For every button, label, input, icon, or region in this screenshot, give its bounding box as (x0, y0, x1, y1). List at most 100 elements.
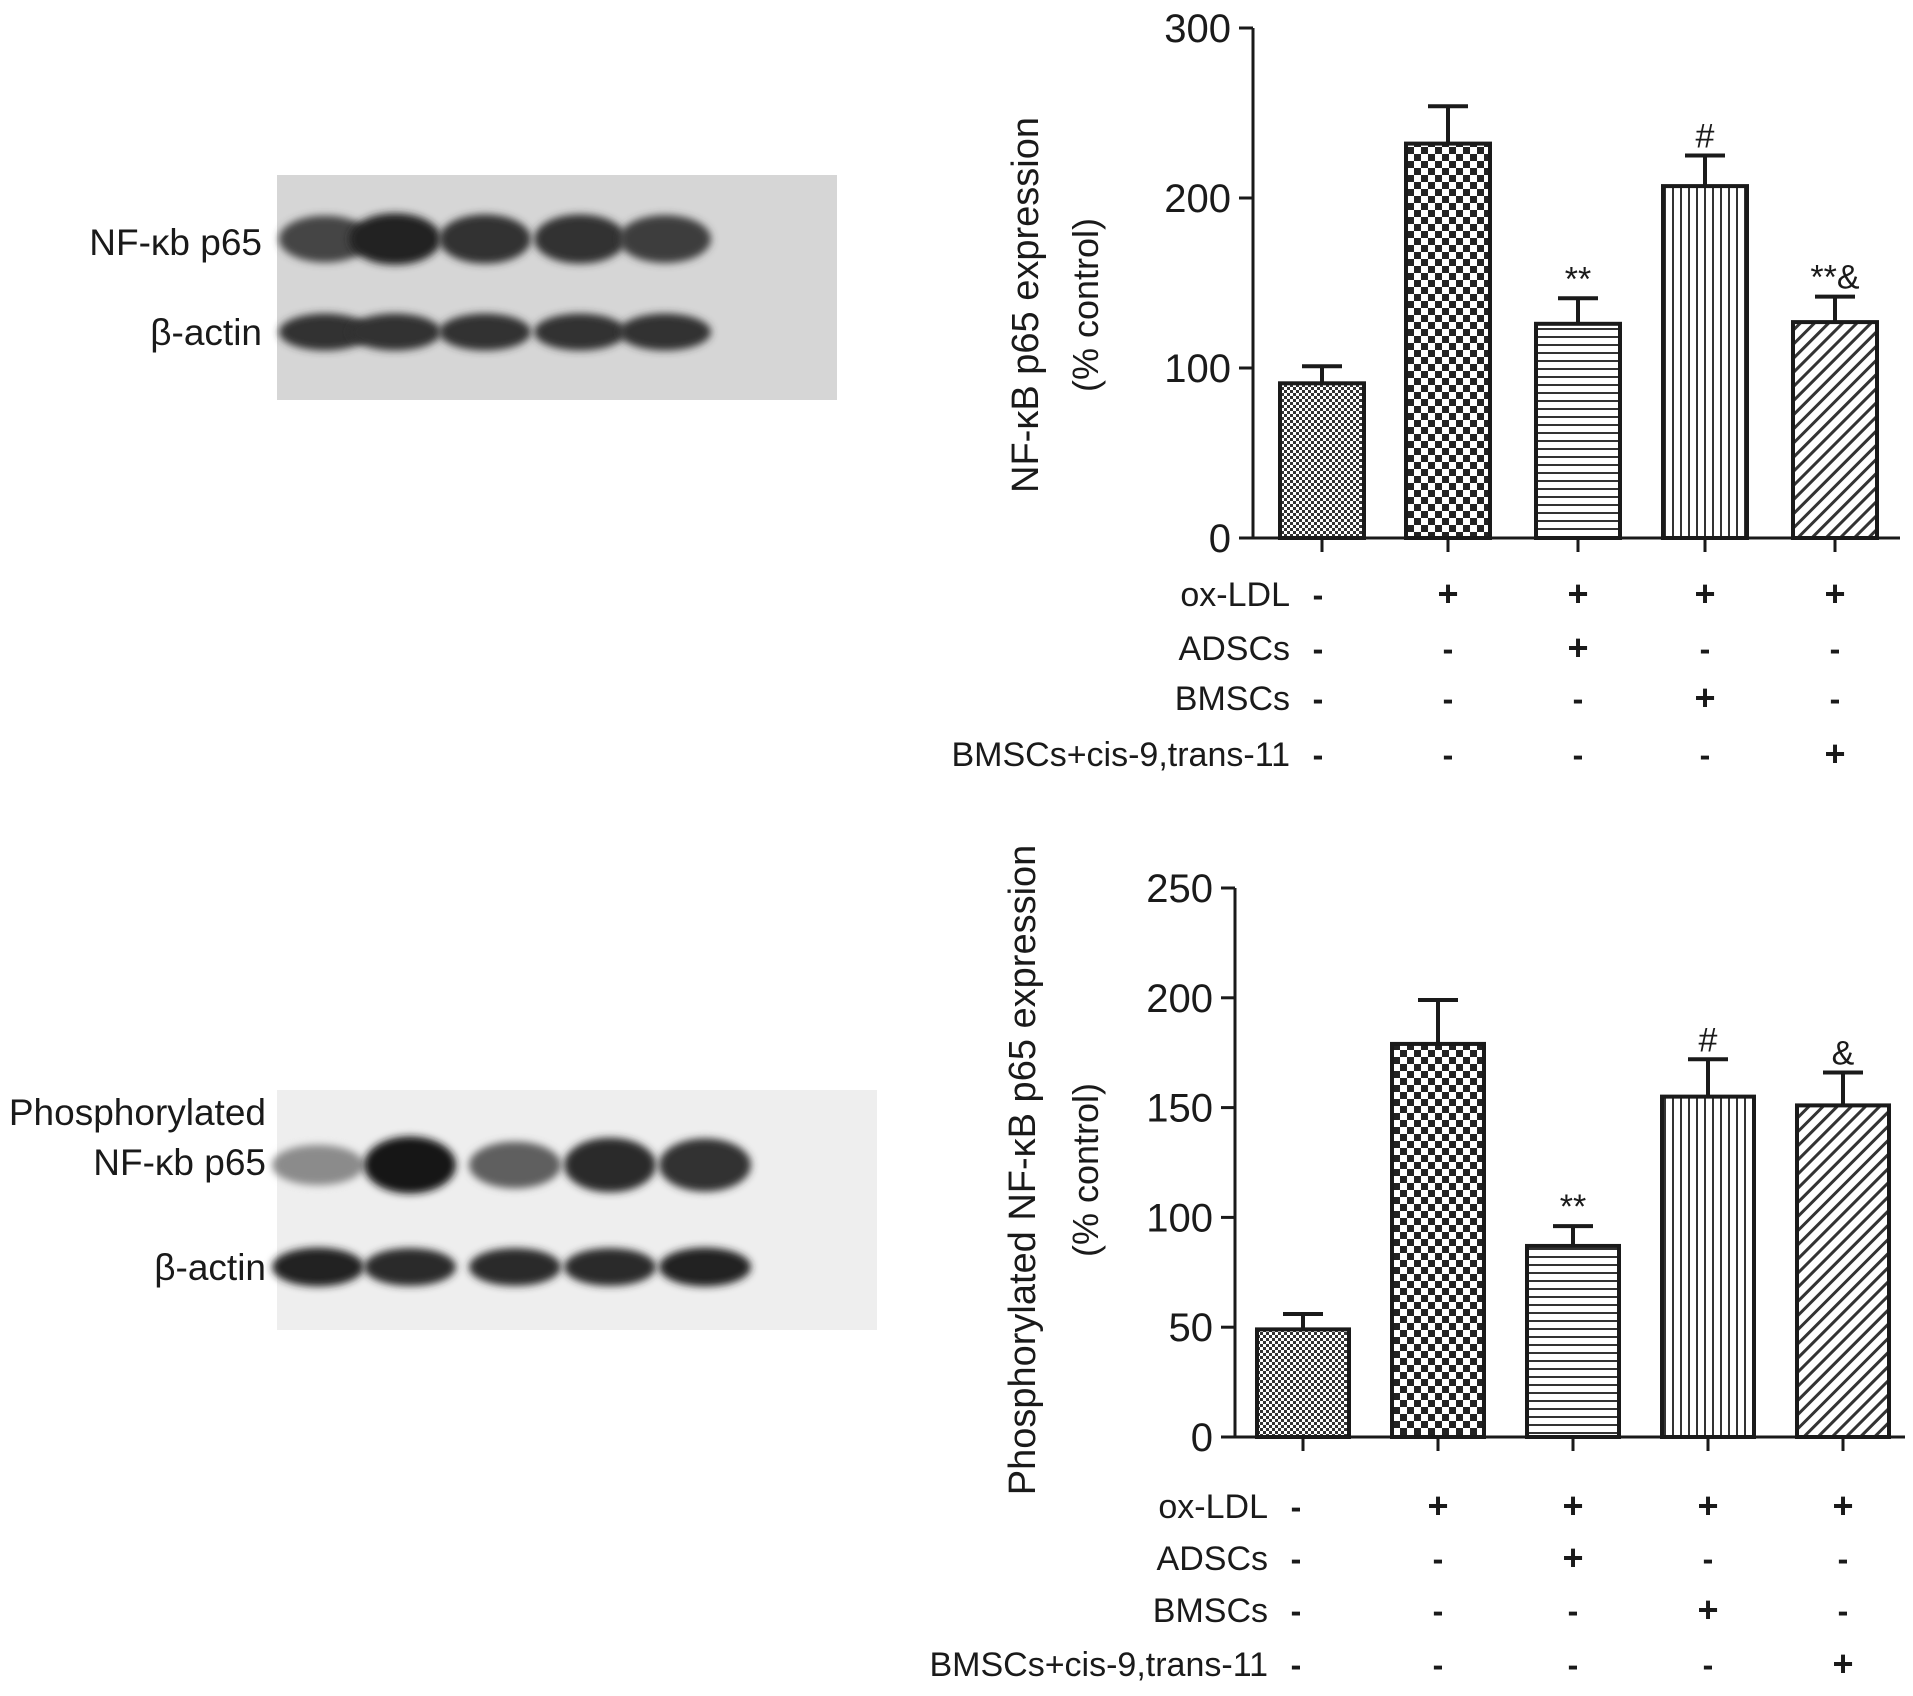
condition-sign: - (1291, 1647, 1302, 1683)
y-axis-sublabel: (% control) (1065, 1083, 1106, 1257)
condition-sign: - (1291, 1541, 1302, 1577)
condition-sign: - (1313, 631, 1324, 667)
y-tick-label: 0 (1191, 1416, 1213, 1460)
y-axis-label: Phosphorylated NF-κB p65 expression (1002, 845, 1044, 1496)
blot-band (619, 313, 711, 351)
condition-sign: - (1313, 737, 1324, 773)
condition-sign: - (1433, 1541, 1444, 1577)
condition-sign: - (1443, 631, 1454, 667)
significance-label: ** (1560, 1188, 1586, 1226)
blot-row-label: β-actin (150, 312, 262, 353)
bar (1661, 184, 1749, 540)
bar (1390, 1041, 1486, 1440)
blot-band (272, 1144, 364, 1186)
condition-sign: - (1443, 737, 1454, 773)
condition-sign: + (1562, 1537, 1583, 1578)
condition-label: ox-LDL (1158, 1488, 1268, 1526)
condition-sign: - (1573, 681, 1584, 717)
blot-band (439, 214, 531, 264)
condition-label: BMSCs (1153, 1592, 1268, 1630)
condition-sign: - (1291, 1593, 1302, 1629)
bar (1278, 381, 1366, 540)
blot-row-label: β-actin (154, 1247, 266, 1288)
y-axis-label: NF-κB p65 expression (1005, 117, 1047, 493)
condition-sign: - (1313, 577, 1324, 613)
condition-sign: - (1703, 1541, 1714, 1577)
y-tick-label: 200 (1146, 977, 1213, 1021)
blot-band (564, 1137, 656, 1193)
western-blot-2: Phosphorylated NF-κb p65 β-actin (9, 1090, 877, 1330)
condition-sign: + (1697, 1589, 1718, 1630)
blot-band (349, 213, 441, 265)
blot-row-label: NF-κb p65 (89, 222, 262, 263)
condition-sign: + (1437, 573, 1458, 614)
y-tick-label: 200 (1164, 177, 1231, 221)
condition-sign: + (1567, 627, 1588, 668)
y-tick-label: 50 (1169, 1306, 1214, 1350)
y-tick-label: 100 (1164, 347, 1231, 391)
significance-label: ** (1565, 260, 1591, 298)
significance-label: # (1696, 118, 1715, 156)
y-tick-label: 100 (1146, 1196, 1213, 1240)
condition-sign: - (1830, 681, 1841, 717)
significance-label: # (1699, 1021, 1718, 1059)
blot-row-label: NF-κb p65 (93, 1142, 266, 1183)
blot-band (364, 1136, 456, 1194)
bar (1660, 1094, 1756, 1439)
y-tick-label: 250 (1146, 867, 1213, 911)
condition-sign: + (1427, 1485, 1448, 1526)
blot-band (564, 1248, 656, 1286)
blot-band (659, 1138, 751, 1192)
bar (1795, 1103, 1891, 1440)
condition-sign: - (1568, 1593, 1579, 1629)
condition-sign: + (1694, 573, 1715, 614)
condition-label: ADSCs (1157, 1540, 1268, 1578)
condition-sign: + (1832, 1643, 1853, 1684)
blot-band (272, 1247, 364, 1287)
y-axis-sublabel: (% control) (1065, 218, 1106, 392)
bar (1534, 321, 1622, 540)
condition-sign: - (1700, 631, 1711, 667)
y-tick-label: 150 (1146, 1087, 1213, 1131)
condition-label: BMSCs+cis-9,trans-11 (929, 1646, 1268, 1684)
significance-label: **& (1810, 259, 1859, 297)
condition-sign: - (1573, 737, 1584, 773)
western-blot-1: NF-κb p65 β-actin (89, 175, 837, 400)
condition-label: ADSCs (1179, 630, 1290, 668)
condition-sign: + (1824, 733, 1845, 774)
blot-band (534, 214, 626, 264)
blot-membrane (277, 175, 837, 400)
condition-sign: - (1443, 681, 1454, 717)
condition-sign: + (1694, 677, 1715, 718)
condition-sign: + (1832, 1485, 1853, 1526)
bar-chart-1: 0 100 200 300 NF-κB p65 expression (% control… (951, 7, 1900, 774)
condition-sign: + (1824, 573, 1845, 614)
condition-label: BMSCs (1175, 680, 1290, 718)
condition-sign: - (1433, 1593, 1444, 1629)
blot-row-label: Phosphorylated (9, 1092, 266, 1133)
condition-sign: - (1313, 681, 1324, 717)
condition-sign: - (1700, 737, 1711, 773)
condition-sign: - (1703, 1647, 1714, 1683)
condition-sign: + (1697, 1485, 1718, 1526)
blot-band (659, 1247, 751, 1287)
condition-label: ox-LDL (1180, 576, 1290, 614)
condition-label: BMSCs+cis-9,trans-11 (951, 736, 1290, 774)
condition-sign: + (1562, 1485, 1583, 1526)
condition-sign: - (1838, 1541, 1849, 1577)
condition-sign: - (1830, 631, 1841, 667)
blot-band (619, 215, 711, 263)
blot-membrane (277, 1090, 877, 1330)
condition-sign: - (1433, 1647, 1444, 1683)
bar (1404, 141, 1492, 540)
blot-band (439, 313, 531, 351)
blot-band (469, 1141, 561, 1189)
blot-band (349, 313, 441, 351)
y-tick-label: 300 (1164, 7, 1231, 51)
bar (1791, 320, 1879, 540)
blot-band (279, 215, 371, 263)
condition-sign: + (1567, 573, 1588, 614)
condition-sign: - (1838, 1593, 1849, 1629)
condition-sign: - (1291, 1489, 1302, 1525)
